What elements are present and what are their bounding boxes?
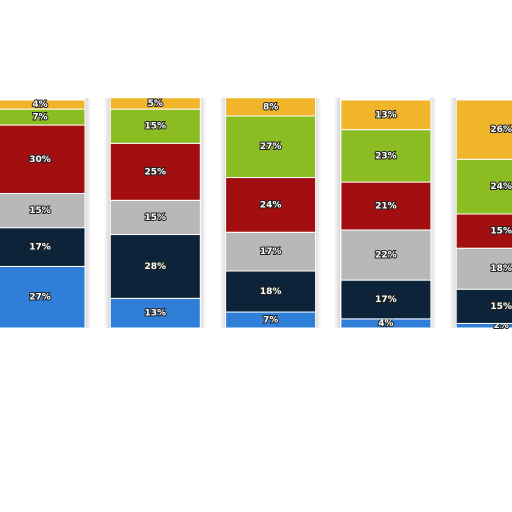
data-label: 22% (375, 251, 397, 261)
data-label: 24% (260, 200, 282, 210)
bar-segment (340, 181, 432, 231)
bar-segment (109, 199, 201, 236)
bar-segment (0, 99, 86, 110)
bar-segment (225, 231, 317, 272)
data-label: 13% (145, 309, 167, 319)
data-label: 18% (490, 264, 512, 274)
bar-segment (455, 158, 512, 215)
bar-segment (0, 227, 86, 267)
bar-segment (0, 192, 86, 229)
data-label: 27% (29, 293, 51, 303)
bar-segment (0, 265, 86, 329)
bar-segment (225, 115, 317, 179)
bar-segment (109, 142, 201, 201)
data-label: 23% (375, 151, 397, 161)
data-label: 28% (145, 262, 167, 272)
bar-segment (340, 99, 432, 131)
bar-segment (455, 247, 512, 290)
bar-segment (109, 97, 201, 110)
data-label: 7% (32, 113, 47, 123)
data-label: 18% (260, 287, 282, 297)
bar-segment (109, 234, 201, 299)
bar-segment (109, 297, 201, 329)
data-label: 27% (260, 142, 282, 152)
data-label: 15% (145, 213, 167, 223)
data-label: 15% (490, 302, 512, 312)
bar-segment (455, 213, 512, 249)
data-label: 26% (490, 125, 512, 135)
data-label: 15% (29, 206, 51, 216)
bar-segment (0, 124, 86, 194)
data-label: 17% (375, 295, 397, 305)
bar-segment (455, 99, 512, 160)
bar-segment (225, 97, 317, 117)
bar-segment (340, 229, 432, 281)
data-label: 5% (148, 99, 163, 109)
data-label: 15% (145, 122, 167, 132)
data-label: 4% (32, 100, 47, 110)
data-label: 15% (490, 227, 512, 237)
bar-segment (225, 270, 317, 313)
data-label: 17% (260, 247, 282, 257)
bar-segment (109, 108, 201, 144)
data-label: 13% (375, 110, 397, 120)
bar-segment (225, 177, 317, 233)
gaps (85, 98, 456, 328)
data-label: 21% (375, 202, 397, 212)
data-label: 8% (263, 102, 278, 112)
data-label: 24% (490, 182, 512, 192)
bar-segment (340, 129, 432, 183)
data-label: 30% (29, 155, 51, 165)
data-label: 25% (145, 167, 167, 177)
data-label: 4% (378, 319, 393, 329)
data-label: 17% (29, 243, 51, 253)
data-label: 7% (263, 316, 278, 326)
